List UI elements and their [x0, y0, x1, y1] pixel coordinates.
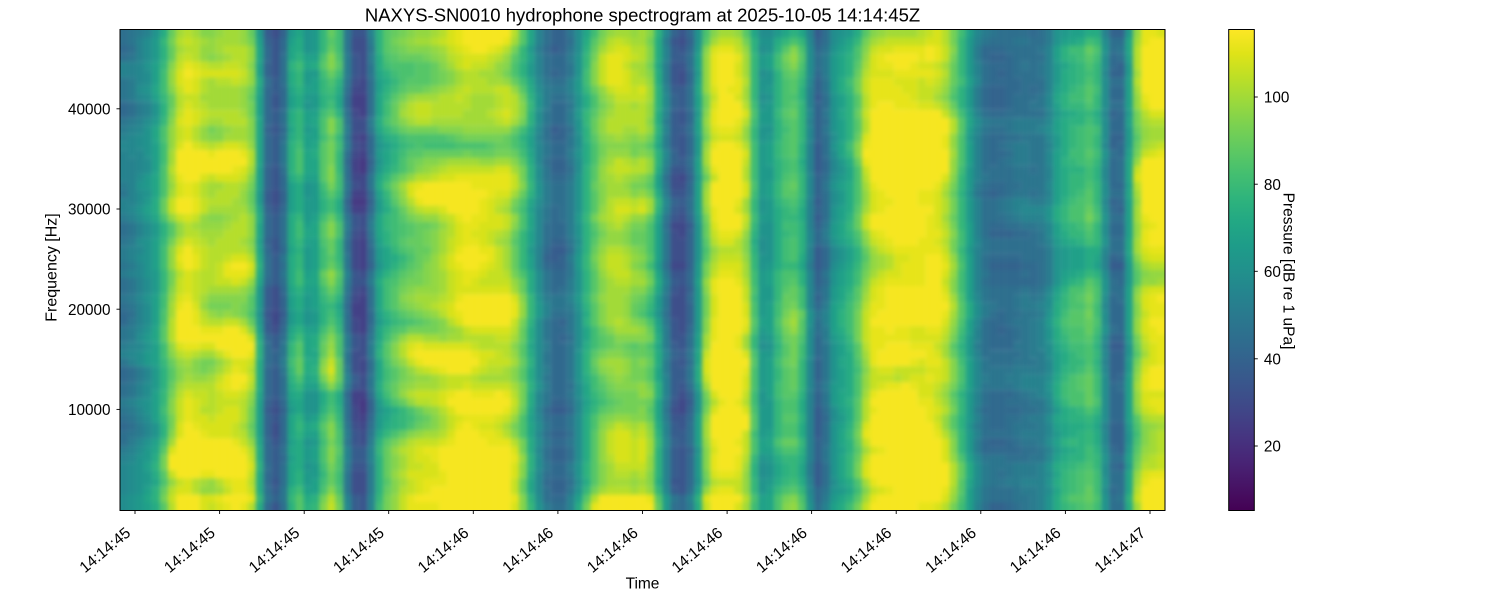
svg-text:Frequency [Hz]: Frequency [Hz] — [44, 213, 61, 321]
svg-text:14:14:47: 14:14:47 — [1092, 525, 1149, 577]
svg-text:14:14:46: 14:14:46 — [922, 525, 979, 577]
svg-text:20000: 20000 — [68, 302, 111, 319]
svg-text:14:14:45: 14:14:45 — [246, 524, 304, 576]
svg-text:20: 20 — [1264, 439, 1281, 456]
svg-text:14:14:46: 14:14:46 — [669, 525, 726, 577]
svg-text:NAXYS-SN0010 hydrophone spectr: NAXYS-SN0010 hydrophone spectrogram at 2… — [365, 5, 920, 26]
svg-text:40: 40 — [1264, 351, 1281, 368]
svg-text:Time: Time — [626, 576, 660, 593]
svg-text:14:14:46: 14:14:46 — [753, 525, 810, 577]
svg-text:14:14:46: 14:14:46 — [838, 525, 895, 577]
svg-text:14:14:45: 14:14:45 — [77, 524, 135, 576]
svg-text:Pressure [dB re 1 uPa]: Pressure [dB re 1 uPa] — [1280, 193, 1297, 350]
svg-text:14:14:45: 14:14:45 — [161, 524, 219, 576]
svg-text:80: 80 — [1264, 177, 1281, 194]
svg-text:10000: 10000 — [68, 402, 111, 419]
svg-text:14:14:46: 14:14:46 — [1007, 525, 1064, 577]
svg-text:14:14:46: 14:14:46 — [584, 525, 641, 577]
svg-text:60: 60 — [1264, 264, 1281, 281]
svg-text:100: 100 — [1264, 90, 1290, 107]
svg-text:14:14:45: 14:14:45 — [330, 524, 388, 576]
svg-text:14:14:46: 14:14:46 — [500, 525, 557, 577]
svg-text:30000: 30000 — [68, 202, 111, 219]
svg-text:40000: 40000 — [68, 101, 111, 118]
svg-text:14:14:46: 14:14:46 — [415, 525, 472, 577]
